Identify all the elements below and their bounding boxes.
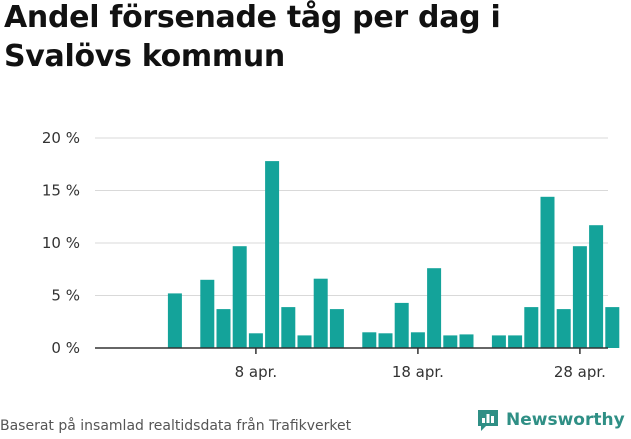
y-tick-label: 5 %	[51, 287, 80, 305]
bars	[167, 161, 620, 349]
bar	[443, 335, 458, 348]
y-tick-label: 10 %	[42, 234, 80, 252]
y-tick-label: 0 %	[51, 339, 80, 357]
bar	[248, 333, 263, 348]
bar	[281, 307, 296, 348]
bar	[394, 302, 409, 348]
bar	[524, 307, 539, 348]
bar	[508, 335, 523, 348]
x-axis-ticks	[255, 348, 581, 354]
y-tick-label: 15 %	[42, 182, 80, 200]
x-tick-label: 28 apr.	[554, 363, 606, 381]
bar	[605, 307, 620, 348]
bar	[232, 246, 247, 348]
bar	[265, 161, 280, 348]
bar	[329, 309, 344, 348]
x-axis-labels: 8 apr. 18 apr. 28 apr.	[235, 363, 606, 381]
bar	[427, 268, 442, 348]
bar	[572, 246, 587, 348]
bar	[378, 333, 393, 348]
y-axis-labels: 0 % 5 % 10 % 15 % 20 %	[42, 129, 80, 357]
gridlines	[95, 137, 608, 296]
bar	[216, 309, 231, 348]
bar	[200, 279, 215, 349]
x-tick-label: 18 apr.	[392, 363, 444, 381]
bar	[410, 332, 425, 349]
newsworthy-chart-bubble-icon	[478, 410, 498, 431]
bar	[459, 334, 474, 348]
source-note: Baserat på insamlad realtidsdata från Tr…	[0, 418, 352, 434]
bar	[491, 335, 506, 348]
bar	[556, 309, 571, 348]
x-tick-label: 8 apr.	[235, 363, 278, 381]
brand-name: Newsworthy	[506, 410, 625, 430]
bar	[589, 225, 604, 348]
bar	[540, 196, 555, 348]
bar	[362, 332, 377, 349]
chart-title: Andel försenade tåg per dag i Svalövs ko…	[4, 0, 501, 74]
bar	[297, 335, 312, 348]
bar	[313, 278, 328, 348]
y-tick-label: 20 %	[42, 129, 80, 147]
bar	[167, 293, 182, 348]
newsworthy-logo: Newsworthy	[476, 408, 625, 432]
